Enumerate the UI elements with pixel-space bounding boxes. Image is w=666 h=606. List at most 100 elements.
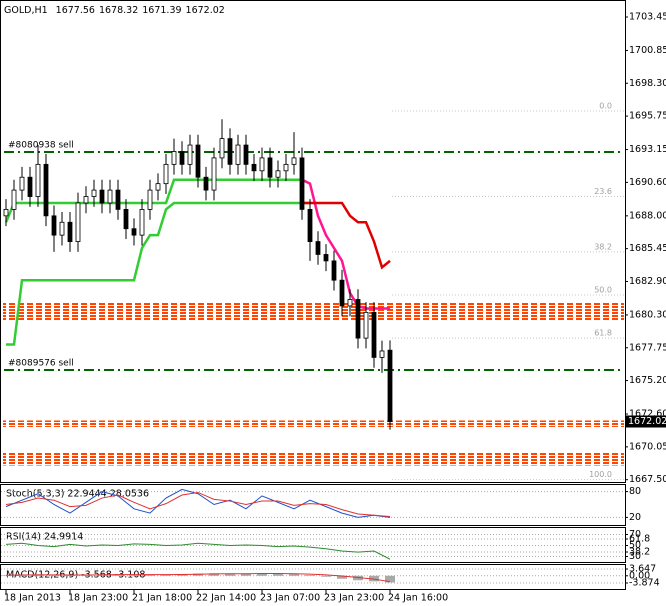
y-tick-label: 1672.60 [629, 409, 666, 420]
candle-body [83, 196, 89, 204]
y-tick-label: 1675.20 [629, 375, 666, 386]
candle-body [323, 254, 329, 262]
y-tick-label: 1690.60 [629, 177, 666, 188]
y-tick-label: 0.00 [629, 570, 650, 581]
candle-body [195, 144, 201, 178]
macd-bar [257, 573, 267, 576]
candle-body [91, 189, 97, 197]
x-tick-label: 22 Jan 14:00 [196, 593, 256, 604]
candle-body [59, 221, 65, 236]
macd-panel [0, 564, 626, 590]
y-tick-label: 1677.75 [629, 342, 666, 353]
candle-body [67, 221, 73, 242]
order-label: #8080938 sell [8, 141, 74, 151]
candle-body [339, 279, 345, 307]
macd-bar [241, 573, 251, 576]
candle-body [131, 228, 137, 236]
macd-bar [65, 575, 75, 576]
x-tick-label: 24 Jan 16:00 [388, 593, 448, 604]
y-tick-label: 1680.30 [629, 309, 666, 320]
candle-body [3, 209, 9, 217]
y-tick-label: 1698.30 [629, 78, 666, 89]
candle-body [107, 189, 113, 204]
candle-body [163, 163, 169, 185]
indicator-line [5, 573, 391, 583]
y-tick-label: 1688.00 [629, 210, 666, 221]
fibo-label: 50.0 [594, 285, 612, 294]
y-tick-label: 50 [629, 540, 641, 551]
header-close: 1672.02 [186, 5, 225, 16]
candle-body [75, 202, 81, 242]
y-tick-label: 1695.75 [629, 111, 666, 122]
macd-bar [145, 574, 155, 576]
macd-bar [209, 573, 219, 576]
candle-body [299, 157, 305, 210]
indicator-line [302, 201, 391, 270]
x-tick-label: 23 Jan 23:00 [324, 593, 384, 604]
candle-body [259, 157, 265, 172]
candle-body [187, 144, 193, 165]
candle-body [291, 157, 297, 165]
candle-body [251, 163, 257, 172]
stoch-title: Stoch(5,3,3) 22.9444 28.0536 [6, 489, 149, 500]
y-tick-label: 20 [629, 512, 641, 523]
candle-body [43, 163, 49, 217]
candle-body [355, 299, 361, 339]
indicator-line [5, 542, 391, 560]
header-open: 1677.56 [56, 5, 95, 16]
candle-body [11, 189, 17, 210]
macd-bar [369, 575, 379, 582]
indicator-line [4, 178, 302, 223]
candle-body [379, 350, 385, 358]
candle-body [155, 183, 161, 191]
candle-body [171, 151, 177, 165]
order-zone [3, 452, 624, 466]
x-tick-label: 18 Jan 23:00 [68, 593, 128, 604]
candle-body [267, 157, 273, 178]
macd-bar [321, 575, 331, 577]
candle-body [307, 209, 313, 242]
x-tick-label: 21 Jan 18:00 [132, 593, 192, 604]
candle-body [275, 170, 281, 178]
header-high: 1678.32 [99, 5, 138, 16]
indicator-line [301, 178, 390, 310]
macd-bar [305, 575, 315, 576]
x-tick-label: 18 Jan 2013 [4, 593, 61, 604]
macd-bar [353, 575, 363, 581]
candle-body [235, 144, 241, 165]
chart-header: GOLD,H1 1677.56 1678.32 1671.39 1672.02 [4, 5, 225, 16]
y-tick-label: 1700.85 [629, 45, 666, 56]
y-tick-label: 1670.05 [629, 441, 666, 452]
candle-body [179, 151, 185, 165]
fibo-label: 0.0 [599, 101, 612, 110]
macd-bar [161, 574, 171, 576]
order-zone [3, 302, 624, 321]
macd-bar [289, 574, 299, 576]
fibo-label: 38.2 [594, 242, 612, 251]
candle-body [387, 349, 393, 422]
symbol: GOLD,H1 [4, 5, 48, 16]
candle-body [363, 311, 369, 339]
y-tick-label: 1682.90 [629, 276, 666, 287]
y-tick-label: 1685.45 [629, 243, 666, 254]
header-low: 1671.39 [142, 5, 181, 16]
rsi-title: RSI(14) 24.9914 [6, 532, 83, 543]
candle-body [331, 260, 337, 281]
price-marker [626, 415, 666, 428]
x-tick-label: 23 Jan 07:00 [260, 593, 320, 604]
y-tick-label: 61.8 [629, 534, 650, 545]
macd-bar [225, 573, 235, 576]
candle-body [283, 163, 289, 172]
y-tick-label: 70 [629, 529, 641, 540]
macd-bar [1, 575, 11, 576]
candle-body [243, 144, 249, 165]
candle-body [315, 241, 321, 255]
candle-body [139, 209, 145, 236]
order-label: #8089576 sell [8, 359, 74, 369]
candle-body [27, 176, 33, 197]
stoch-panel [0, 484, 626, 526]
indicator-line [5, 491, 391, 518]
candle-body [123, 209, 129, 230]
y-tick-label: 80 [629, 486, 641, 497]
